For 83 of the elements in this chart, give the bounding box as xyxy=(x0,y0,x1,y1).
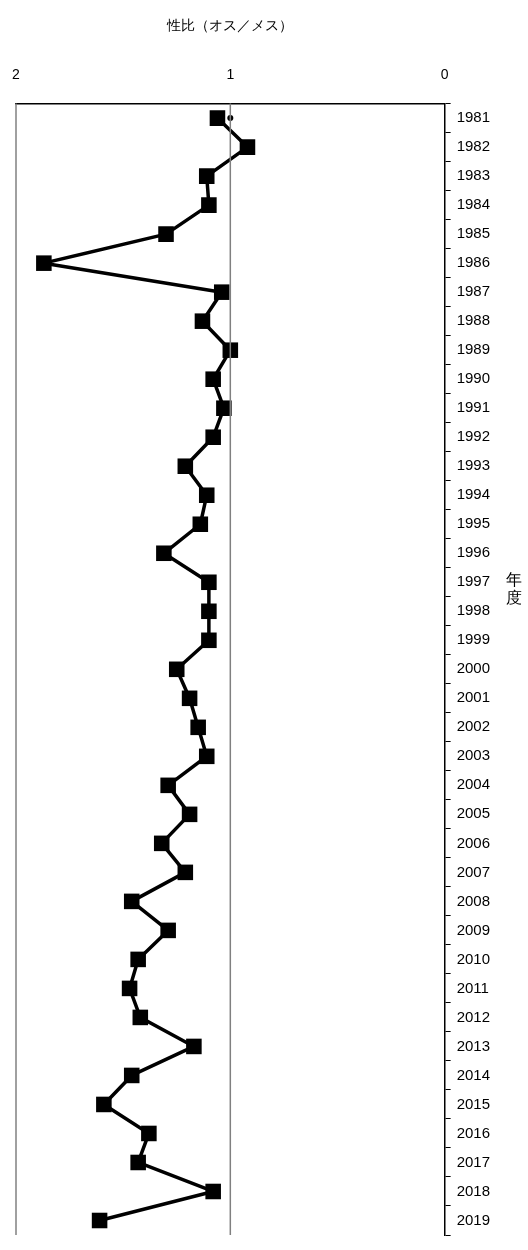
y-tick-label: 2009 xyxy=(456,920,491,938)
point xyxy=(160,777,176,794)
y-tick-label: 1986 xyxy=(456,253,491,271)
point xyxy=(205,429,221,445)
y-tick-label: 2017 xyxy=(456,1152,491,1170)
y-tick-label: 2019 xyxy=(456,1210,491,1228)
y-tick-label: 1998 xyxy=(456,601,491,619)
point xyxy=(216,400,232,416)
y-tick-label: 2008 xyxy=(456,891,491,909)
y-tick-label: 1991 xyxy=(456,398,491,416)
y-tick-label: 1996 xyxy=(456,543,491,561)
y-tick-label: 2012 xyxy=(456,1007,491,1025)
point xyxy=(190,719,206,736)
y-tick-label: 1981 xyxy=(456,108,491,126)
y-tick-label: 2002 xyxy=(456,717,491,735)
point xyxy=(201,603,217,620)
point xyxy=(181,690,198,707)
y-tick-label: 2016 xyxy=(456,1123,491,1141)
point xyxy=(121,980,138,997)
y-tick-label: 1982 xyxy=(456,137,491,155)
y-tick-label: 2006 xyxy=(456,833,491,851)
point xyxy=(222,342,239,358)
point xyxy=(198,487,215,504)
point xyxy=(205,1183,221,1200)
y-axis-title: 年度 xyxy=(506,570,522,606)
x-tick-label: 1 xyxy=(226,66,235,83)
point xyxy=(177,458,194,475)
point xyxy=(91,1212,108,1229)
x-tick-label: 0 xyxy=(440,66,449,83)
y-tick-label: 1988 xyxy=(456,311,491,329)
y-tick-label: 2018 xyxy=(456,1181,491,1199)
point xyxy=(198,168,215,184)
y-tick-label: 2005 xyxy=(456,804,491,822)
y-tick-label: 2010 xyxy=(456,949,491,967)
point xyxy=(213,284,230,300)
point xyxy=(130,1154,146,1171)
y-tick-label: 2007 xyxy=(456,862,491,880)
y-tick-label: 2011 xyxy=(456,978,489,996)
point xyxy=(132,1009,149,1026)
y-tick-label: 1987 xyxy=(456,282,491,300)
x-axis-title: 性比（オス／メス） xyxy=(166,17,294,34)
y-tick-label: 2013 xyxy=(456,1036,491,1054)
y-tick-label: 2004 xyxy=(456,775,491,793)
point xyxy=(123,893,140,910)
point xyxy=(153,835,170,852)
point xyxy=(36,255,52,271)
y-tick-label: 1990 xyxy=(456,369,491,387)
point xyxy=(123,1067,140,1084)
y-tick-label: 2000 xyxy=(456,659,491,677)
y-tick-label: 1989 xyxy=(456,340,491,358)
y-tick-label: 2003 xyxy=(456,746,491,764)
x-tick-label: 2 xyxy=(12,66,21,83)
point xyxy=(130,951,146,968)
point xyxy=(205,371,221,387)
y-tick-label: 1994 xyxy=(456,485,491,503)
point xyxy=(158,226,174,242)
y-tick-label: 2001 xyxy=(456,688,491,706)
point xyxy=(181,806,198,823)
y-tick-label: 2015 xyxy=(456,1094,491,1112)
point xyxy=(160,922,176,939)
point xyxy=(186,1038,202,1055)
point xyxy=(168,661,185,678)
point xyxy=(209,110,226,126)
y-tick-label: 1999 xyxy=(456,630,491,648)
point xyxy=(141,1125,157,1142)
point xyxy=(96,1096,112,1113)
y-tick-label: 1995 xyxy=(456,514,491,532)
y-tick-label: 1985 xyxy=(456,224,491,242)
point xyxy=(201,574,217,591)
point xyxy=(201,632,217,649)
point xyxy=(201,197,217,213)
y-tick-label: 1983 xyxy=(456,166,491,184)
y-tick-label: 1992 xyxy=(456,427,491,445)
point xyxy=(192,516,209,533)
y-tick-label: 1997 xyxy=(456,572,491,590)
point xyxy=(156,545,172,562)
point xyxy=(239,139,256,155)
y-tick-label: 2014 xyxy=(456,1065,491,1083)
point xyxy=(177,864,194,881)
point xyxy=(198,748,215,765)
y-tick-label: 1993 xyxy=(456,456,491,474)
point xyxy=(194,313,211,329)
y-tick-label: 1984 xyxy=(456,195,491,213)
